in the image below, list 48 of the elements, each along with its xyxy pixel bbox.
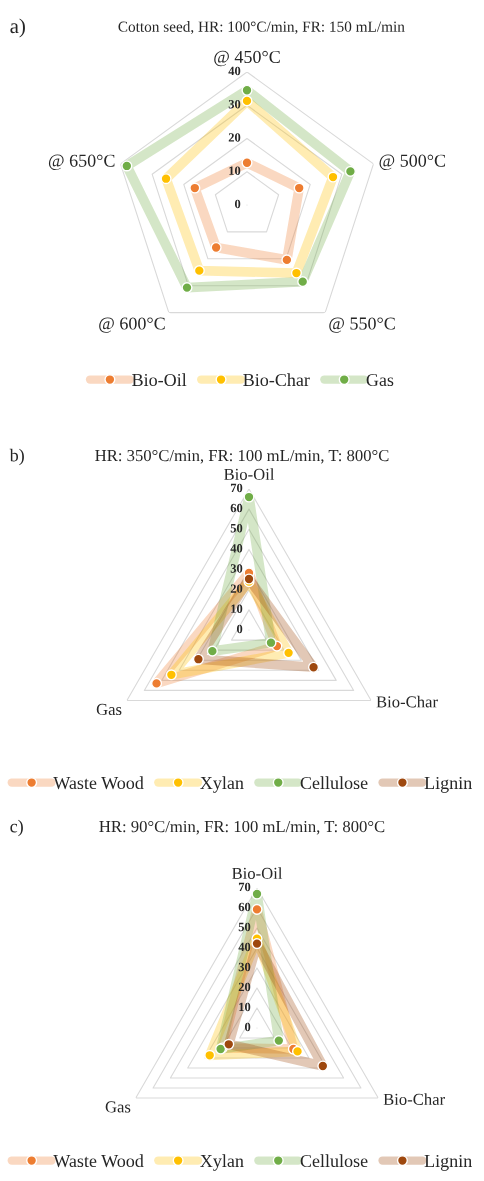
- legend-label: Cellulose: [300, 776, 368, 790]
- text: a): [10, 18, 25, 38]
- spoke-label: @ 600°C: [99, 317, 165, 333]
- y-tick-label: 40: [228, 66, 241, 76]
- legend-label: Waste Wood: [53, 776, 144, 790]
- text: b): [9, 448, 24, 466]
- spoke-label: Gas: [96, 703, 122, 716]
- chart-title: HR: 350°C/min, FR: 100 mL/min, T: 800°C: [95, 449, 389, 464]
- y-tick-label: 0: [234, 199, 241, 209]
- spoke-label: Gas: [105, 1101, 131, 1113]
- spoke-label: Bio-Oil: [232, 867, 283, 880]
- y-tick-label: 10: [229, 166, 241, 175]
- spoke-label: @ 450°C: [214, 50, 280, 67]
- text: c): [10, 819, 23, 837]
- legend-label: Lignin: [424, 776, 472, 793]
- legend-label: Lignin: [424, 1154, 472, 1171]
- spoke-label: @ 500°C: [379, 154, 446, 171]
- legend-label: Bio-Oil: [132, 373, 187, 387]
- y-tick-label: 60: [238, 902, 251, 912]
- legend-label: Xylan: [200, 1154, 244, 1171]
- y-tick-label: 70: [238, 882, 251, 892]
- y-tick-label: 70: [230, 483, 243, 493]
- spoke-label: @ 550°C: [329, 317, 395, 333]
- y-tick-label: 30: [230, 564, 243, 573]
- y-tick-label: 0: [244, 1022, 251, 1032]
- spoke-label: Bio-Char: [376, 695, 438, 708]
- y-tick-label: 0: [236, 624, 243, 634]
- y-tick-label: 20: [228, 133, 241, 142]
- legend-label: Xylan: [200, 776, 244, 793]
- y-tick-label: 10: [231, 604, 243, 613]
- y-tick-label: 50: [238, 922, 251, 932]
- y-tick-label: 30: [228, 99, 241, 109]
- legend-label: Gas: [366, 373, 394, 387]
- legend-label: Bio-Char: [243, 373, 310, 387]
- chart-title: HR: 90°C/min, FR: 100 mL/min, T: 800°C: [99, 820, 385, 835]
- legend-label: Waste Wood: [53, 1154, 144, 1168]
- y-tick-label: 60: [230, 503, 243, 513]
- y-tick-label: 20: [238, 982, 251, 992]
- y-tick-label: 50: [230, 523, 243, 533]
- chart-title: Cotton seed, HR: 100°C/min, FR: 150 mL/min: [118, 21, 405, 35]
- y-tick-label: 30: [238, 962, 251, 972]
- spoke-label: Bio-Oil: [224, 468, 275, 480]
- y-tick-label: 10: [239, 1002, 251, 1012]
- legend-label: Cellulose: [300, 1154, 368, 1168]
- spoke-label: @ 650°C: [48, 154, 115, 171]
- spoke-label: Bio-Char: [383, 1093, 445, 1105]
- y-tick-label: 20: [230, 584, 243, 593]
- y-tick-label: 40: [230, 544, 243, 553]
